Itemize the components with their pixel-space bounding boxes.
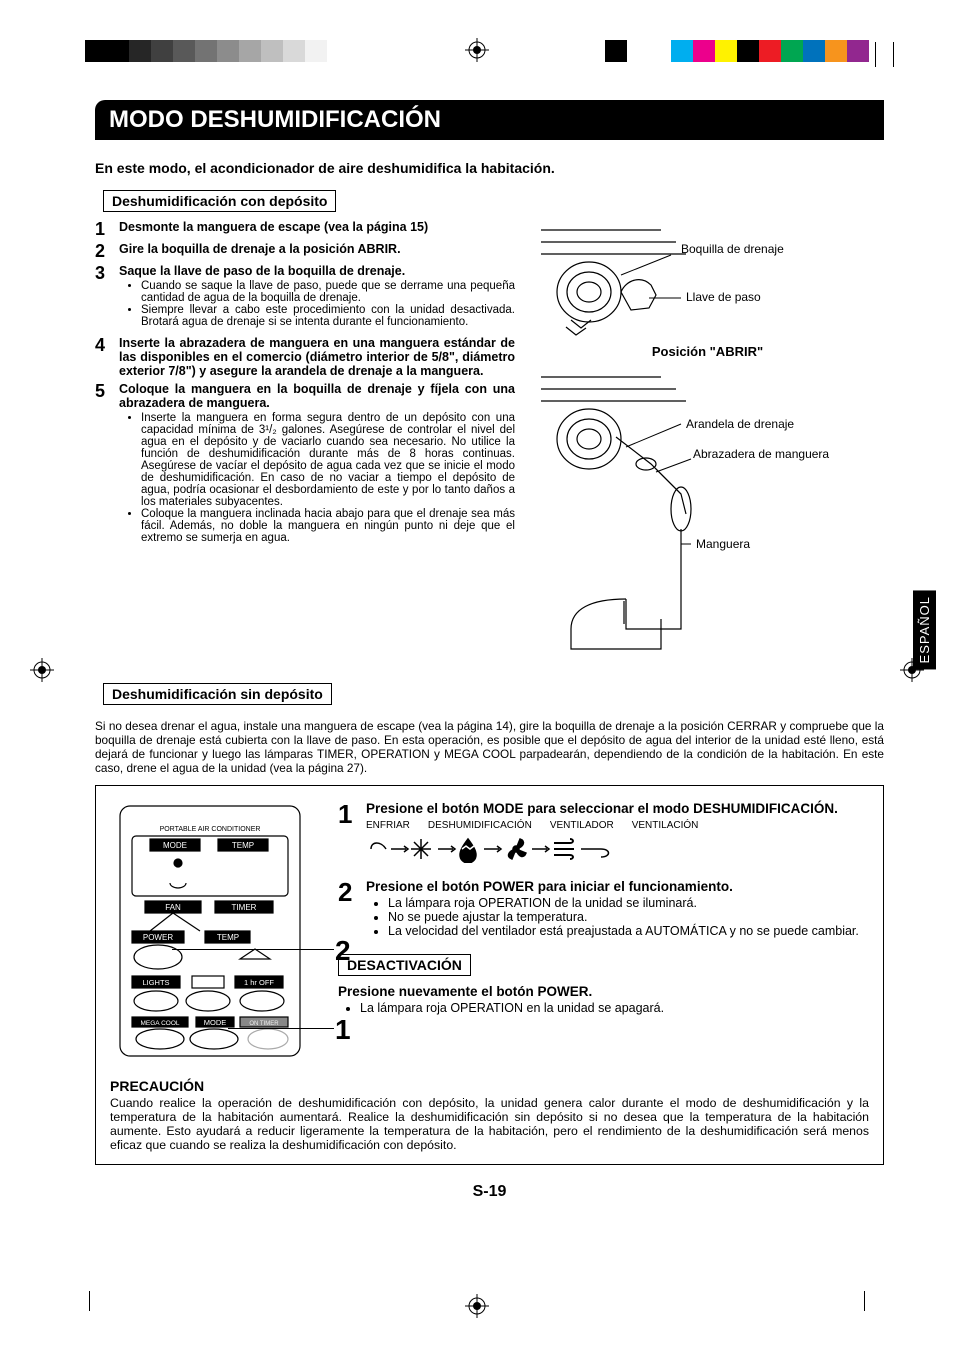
op-step-title: Presione el botón MODE para seleccionar …: [366, 801, 869, 816]
step: 4Inserte la abrazadera de manguera en un…: [95, 336, 515, 378]
no-deposit-text: Si no desea drenar el agua, instale una …: [95, 719, 884, 775]
step-title: Desmonte la manguera de escape (vea la p…: [119, 220, 515, 234]
deactivate-bullets: La lámpara roja OPERATION en la unidad s…: [338, 1001, 869, 1015]
step-number: 3: [95, 264, 111, 332]
intro-text: En este modo, el acondicionador de aire …: [95, 160, 884, 176]
crop-mark: [70, 1291, 90, 1311]
svg-text:MODE: MODE: [163, 841, 187, 850]
label-drain-washer: Arandela de drenaje: [686, 417, 794, 431]
op-step-number: 1: [338, 801, 358, 871]
precaution-text: Cuando realice la operación de deshumidi…: [110, 1096, 869, 1152]
step-body: Gire la boquilla de drenaje a la posició…: [119, 242, 515, 260]
callout-line: [228, 1028, 334, 1029]
label-stopcock: Llave de paso: [686, 290, 761, 304]
mode-labels: ENFRIAR DESHUMIDIFICACIÓN VENTILADOR VEN…: [366, 820, 869, 831]
registration-mark-bottom: [465, 1294, 489, 1321]
diagram-hose: Arandela de drenaje Abrazadera de mangue…: [531, 369, 884, 669]
svg-text:TEMP: TEMP: [232, 841, 254, 850]
op-step-number: 2: [338, 879, 358, 942]
crop-mark: [893, 42, 894, 67]
step-number: 4: [95, 336, 111, 378]
step-title: Gire la boquilla de drenaje a la posició…: [119, 242, 515, 256]
step-title: Coloque la manguera en la boquilla de dr…: [119, 382, 515, 410]
label-hose-clamp: Abrazadera de manguera: [693, 447, 829, 461]
bullet: Cuando se saque la llave de paso, puede …: [141, 280, 515, 304]
svg-text:MODE: MODE: [204, 1018, 227, 1027]
bullet: Coloque la manguera inclinada hacia abaj…: [141, 508, 515, 544]
section-without-deposit: Deshumidificación sin depósito: [103, 683, 332, 705]
section-with-deposit: Deshumidificación con depósito: [103, 190, 336, 212]
bullet: Siempre llevar a cabo este procedimiento…: [141, 304, 515, 328]
step-body: Inserte la abrazadera de manguera en una…: [119, 336, 515, 378]
step-body: Coloque la manguera en la boquilla de dr…: [119, 382, 515, 548]
callout-line: [172, 949, 334, 950]
svg-text:PORTABLE AIR CONDITIONER: PORTABLE AIR CONDITIONER: [160, 826, 261, 833]
step-title: Saque la llave de paso de la boquilla de…: [119, 264, 515, 278]
deactivate-title: Presione nuevamente el botón POWER.: [338, 984, 869, 999]
label-drain-nozzle: Boquilla de drenaje: [681, 242, 784, 256]
step: 5 Coloque la manguera en la boquilla de d…: [95, 382, 515, 548]
grayscale-bar: [85, 40, 327, 62]
op-step-bullets: La lámpara roja OPERATION de la unidad s…: [366, 896, 869, 938]
steps-column: 1 Desmonte la manguera de escape (vea la …: [95, 220, 515, 679]
crop-mark: [875, 42, 876, 67]
step-body: Saque la llave de paso de la boquilla de…: [119, 264, 515, 332]
page-title: MODO DESHUMIDIFICACIÓN: [95, 100, 884, 140]
step: 2 Gire la boquilla de drenaje a la posici…: [95, 242, 515, 260]
callout-2: 2: [335, 935, 351, 967]
step-title: Inserte la abrazadera de manguera en una…: [119, 336, 515, 378]
remote-illustration: PORTABLE AIR CONDITIONER MODE TEMP FAN T…: [110, 801, 320, 1064]
operation-panel: PORTABLE AIR CONDITIONER MODE TEMP FAN T…: [95, 785, 884, 1165]
step: 1 Desmonte la manguera de escape (vea la …: [95, 220, 515, 238]
instructions-column: 1 Presione el botón MODE para selecciona…: [338, 801, 869, 1064]
callout-1: 1: [335, 1014, 351, 1046]
step: 3 Saque la llave de paso de la boquilla d…: [95, 264, 515, 332]
mode-icons: [366, 835, 869, 863]
op-step-1: 1 Presione el botón MODE para selecciona…: [338, 801, 869, 871]
op-step-2: 2 Presione el botón POWER para iniciar e…: [338, 879, 869, 942]
deactivate-label: DESACTIVACIÓN: [338, 954, 471, 976]
language-tab: ESPAÑOL: [913, 590, 936, 669]
step-number: 5: [95, 382, 111, 548]
diagrams-column: ESPAÑOL Boquilla de drenaje: [531, 220, 884, 679]
svg-text:POWER: POWER: [143, 933, 173, 942]
diagram-open-position: Boquilla de drenaje Llave de paso Posici…: [531, 220, 884, 359]
svg-text:LIGHTS: LIGHTS: [142, 978, 169, 987]
crop-mark: [864, 1291, 884, 1311]
registration-mark-top: [465, 38, 489, 62]
svg-text:ON TIMER: ON TIMER: [249, 1021, 279, 1027]
label-hose: Manguera: [696, 537, 750, 551]
step-number: 2: [95, 242, 111, 260]
diagram-caption-open: Posición "ABRIR": [531, 344, 884, 359]
step-number: 1: [95, 220, 111, 238]
svg-text:TIMER: TIMER: [232, 903, 257, 912]
op-step-title: Presione el botón POWER para iniciar el …: [366, 879, 869, 894]
page-number: S-19: [95, 1183, 884, 1201]
precaution-label: PRECAUCIÓN: [110, 1078, 869, 1094]
color-bar: [605, 40, 869, 62]
svg-text:TEMP: TEMP: [217, 933, 239, 942]
svg-text:FAN: FAN: [165, 903, 181, 912]
svg-text:1 hr OFF: 1 hr OFF: [244, 978, 274, 987]
registration-mark-left: [30, 658, 54, 685]
bullet: Inserte la manguera en forma segura dent…: [141, 412, 515, 508]
step-body: Desmonte la manguera de escape (vea la p…: [119, 220, 515, 238]
step-bullets: Inserte la manguera en forma segura dent…: [119, 412, 515, 544]
step-bullets: Cuando se saque la llave de paso, puede …: [119, 280, 515, 328]
svg-text:MEGA COOL: MEGA COOL: [140, 1020, 179, 1027]
